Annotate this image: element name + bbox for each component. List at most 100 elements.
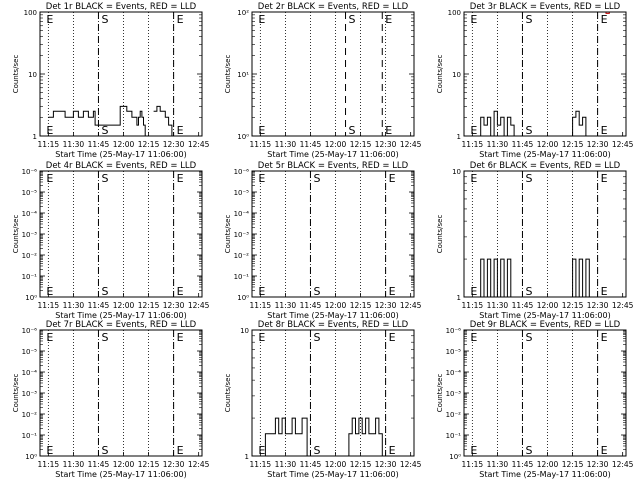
- marker-label: S: [525, 172, 532, 185]
- x-tick-label: 12:30: [587, 140, 609, 149]
- marker-label: E: [258, 13, 265, 26]
- x-tick-label: 12:00: [537, 301, 559, 310]
- plot-frame: [463, 11, 627, 137]
- marker-label: E: [601, 331, 608, 344]
- marker-label: E: [46, 172, 53, 185]
- y-tick-label: 1: [245, 453, 249, 461]
- marker-label: S: [525, 13, 532, 26]
- x-tick-label: 12:45: [612, 301, 634, 310]
- x-tick-label: 12:15: [350, 140, 372, 149]
- y-tick-label: 10⁻¹: [446, 432, 462, 440]
- x-tick-label: 12:15: [562, 140, 584, 149]
- x-tick-label: 11:45: [88, 140, 110, 149]
- marker-label: S: [349, 13, 356, 26]
- x-tick-label: 11:45: [512, 140, 534, 149]
- plot-frame: [463, 329, 627, 457]
- x-tick-label: 11:30: [63, 301, 85, 310]
- x-tick-label: 11:15: [38, 140, 60, 149]
- x-tick-label: 12:45: [612, 140, 634, 149]
- panel-det-5: Det 5r BLACK = Events, RED = LLD Counts/s…: [224, 161, 422, 320]
- y-tick-label: 10¹: [237, 71, 249, 79]
- x-tick-label: 11:45: [88, 301, 110, 310]
- y-tick-label: 10⁻⁵: [22, 348, 38, 356]
- marker-label: E: [177, 172, 184, 185]
- x-tick-label: 12:30: [163, 301, 185, 310]
- x-tick-label: 11:15: [38, 301, 60, 310]
- y-axis-label: Counts/sec: [12, 374, 20, 413]
- y-tick-label: 10⁻³: [446, 390, 462, 398]
- x-tick-label: 11:30: [63, 140, 85, 149]
- marker-label-bottom: E: [177, 444, 184, 457]
- y-tick-label: 10⁻⁴: [234, 210, 250, 218]
- marker-label: S: [101, 331, 108, 344]
- marker-label: E: [389, 172, 396, 185]
- x-axis-label: Start Time (25-May-17 11:06:00): [267, 150, 398, 159]
- plot-frame: [251, 329, 415, 457]
- marker-label-bottom: E: [470, 444, 477, 457]
- y-tick-label: 10: [240, 327, 249, 335]
- marker-label-bottom: E: [389, 444, 396, 457]
- x-tick-label: 12:30: [375, 301, 397, 310]
- marker-label: E: [601, 172, 608, 185]
- x-tick-label: 12:15: [138, 140, 160, 149]
- y-tick-label: 10⁰: [25, 453, 37, 461]
- x-tick-label: 12:30: [587, 301, 609, 310]
- x-tick-label: 11:45: [300, 140, 322, 149]
- marker-label: S: [313, 172, 320, 185]
- x-tick-label: 12:00: [325, 301, 347, 310]
- marker-label-bottom: E: [389, 285, 396, 298]
- y-tick-label: 10: [452, 71, 461, 79]
- marker-label-bottom: E: [601, 285, 608, 298]
- y-axis-label: Counts/sec: [224, 374, 232, 413]
- x-tick-label: 12:45: [400, 140, 422, 149]
- y-tick-label: 1: [457, 294, 461, 302]
- y-axis-label: Counts/sec: [12, 55, 20, 94]
- x-axis-label: Start Time (25-May-17 11:06:00): [55, 311, 186, 320]
- marker-label-bottom: S: [525, 444, 532, 457]
- series-line-0: [477, 110, 590, 137]
- panel-title: Det 1r BLACK = Events, RED = LLD: [46, 2, 197, 12]
- y-tick-label: 10⁰: [237, 133, 249, 141]
- x-tick-label: 12:45: [188, 460, 210, 469]
- y-tick-label: 10⁻²: [22, 411, 38, 419]
- y-tick-label: 10⁻²: [446, 411, 462, 419]
- y-tick-label: 10⁻³: [22, 390, 38, 398]
- plot-frame: [39, 170, 203, 298]
- x-tick-label: 12:30: [587, 460, 609, 469]
- plot-frame: [251, 11, 415, 137]
- y-tick-label: 10⁰: [449, 453, 461, 461]
- x-tick-label: 11:45: [300, 301, 322, 310]
- marker-label: E: [258, 172, 265, 185]
- x-axis-label: Start Time (25-May-17 11:06:00): [479, 150, 610, 159]
- marker-label: E: [46, 331, 53, 344]
- panel-det-2: Det 2r BLACK = Events, RED = LLD Counts/s…: [224, 2, 422, 159]
- panel-title: Det 8r BLACK = Events, RED = LLD: [258, 320, 409, 330]
- y-axis-label: Counts/sec: [224, 55, 232, 94]
- x-tick-label: 12:15: [562, 460, 584, 469]
- x-tick-label: 11:30: [63, 460, 85, 469]
- marker-label: E: [470, 331, 477, 344]
- marker-label-bottom: E: [177, 285, 184, 298]
- x-tick-label: 12:15: [138, 301, 160, 310]
- x-tick-label: 12:00: [325, 140, 347, 149]
- marker-label-bottom: E: [258, 124, 265, 137]
- x-tick-label: 12:00: [113, 460, 135, 469]
- panel-title: Det 5r BLACK = Events, RED = LLD: [258, 161, 409, 171]
- x-tick-label: 11:30: [487, 140, 509, 149]
- y-tick-label: 10⁻¹: [234, 273, 250, 281]
- x-tick-label: 11:45: [88, 460, 110, 469]
- x-tick-label: 11:15: [462, 140, 484, 149]
- y-tick-label: 10⁻⁵: [446, 348, 462, 356]
- y-tick-label: 10⁻⁶: [22, 327, 38, 335]
- panel-det-6: Det 6r BLACK = Events, RED = LLD Counts/s…: [436, 161, 634, 320]
- y-tick-label: 10⁻⁶: [22, 168, 38, 176]
- x-tick-label: 12:00: [113, 301, 135, 310]
- series-line-0: [260, 417, 383, 457]
- x-tick-label: 11:15: [462, 301, 484, 310]
- y-axis-label: Counts/sec: [436, 215, 444, 254]
- panel-det-4: Det 4r BLACK = Events, RED = LLD Counts/s…: [12, 161, 210, 320]
- marker-label-bottom: S: [525, 285, 532, 298]
- x-axis-label: Start Time (25-May-17 11:06:00): [55, 150, 186, 159]
- plot-frame: [39, 11, 203, 137]
- marker-label-bottom: E: [258, 444, 265, 457]
